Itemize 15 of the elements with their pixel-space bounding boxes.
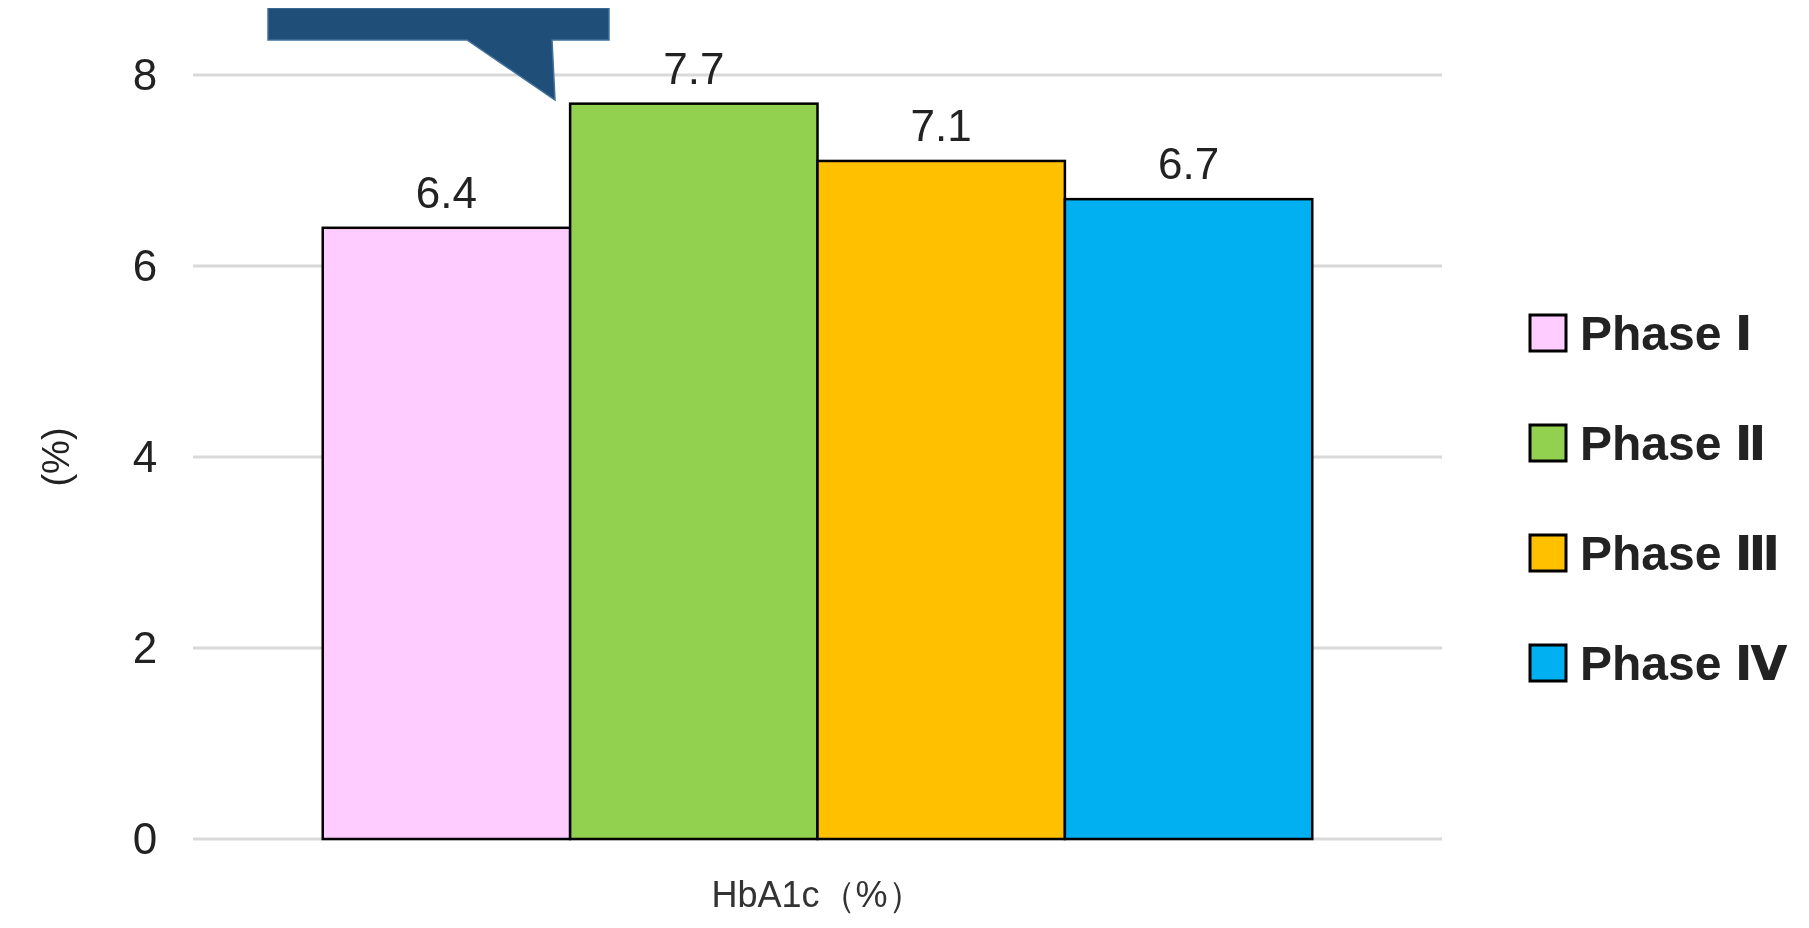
legend-label: Phase Ⅰ	[1580, 306, 1753, 360]
y-tick-label: 6	[132, 241, 158, 291]
data-label: 7.1	[910, 100, 972, 150]
y-tick-label: 4	[132, 432, 158, 482]
y-tick-label: 2	[132, 623, 158, 673]
legend-label: Phase Ⅳ	[1580, 636, 1788, 690]
data-label: 7.7	[663, 43, 725, 93]
data-label: 6.7	[1157, 139, 1220, 189]
data-label: 6.4	[415, 167, 478, 217]
legend-label: Phase Ⅱ	[1580, 416, 1767, 470]
y-axis-title: (%)	[35, 427, 78, 487]
legend-label: Phase Ⅲ	[1580, 526, 1781, 580]
y-tick-label: 8	[132, 50, 158, 100]
y-tick-label: 0	[132, 814, 158, 864]
x-tick-label: HbA1c（%）	[711, 874, 924, 915]
